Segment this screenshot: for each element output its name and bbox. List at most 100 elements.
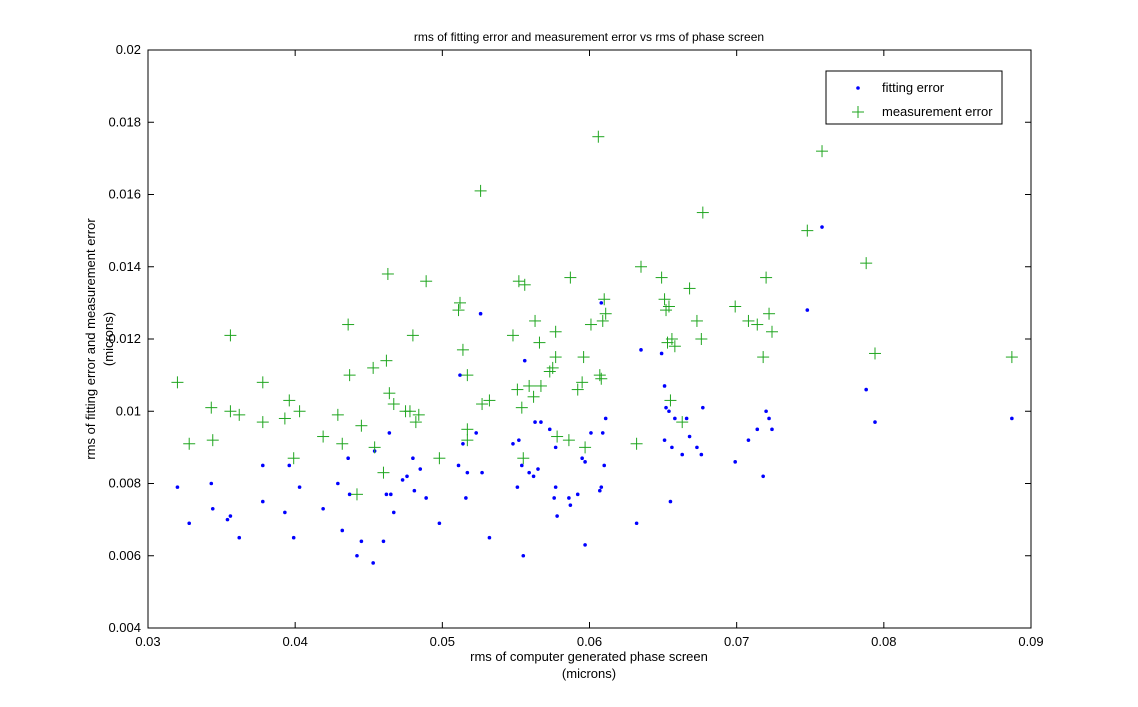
data-point-fitting-error bbox=[260, 499, 265, 504]
data-point-measurement-error bbox=[433, 452, 446, 465]
data-point-fitting-error bbox=[465, 470, 470, 475]
x-tick-label: 0.05 bbox=[430, 634, 455, 649]
data-point-measurement-error bbox=[571, 383, 584, 396]
data-point-fitting-error bbox=[805, 308, 810, 312]
data-point-fitting-error bbox=[237, 535, 242, 540]
data-point-fitting-error bbox=[478, 311, 483, 316]
data-point-fitting-error bbox=[531, 474, 536, 479]
data-point-fitting-error bbox=[527, 470, 531, 475]
data-point-measurement-error bbox=[461, 423, 474, 436]
data-point-measurement-error bbox=[658, 293, 671, 306]
data-point-fitting-error bbox=[684, 416, 689, 421]
data-point-measurement-error bbox=[534, 379, 547, 392]
axis-ticks bbox=[147, 49, 1032, 629]
data-point-fitting-error bbox=[456, 463, 461, 468]
x-tick-label: 0.08 bbox=[871, 634, 896, 649]
data-point-fitting-error bbox=[175, 485, 180, 489]
data-point-fitting-error bbox=[522, 358, 527, 363]
data-point-fitting-error bbox=[520, 463, 524, 468]
data-point-fitting-error bbox=[580, 456, 584, 461]
data-point-measurement-error bbox=[690, 314, 703, 327]
legend-marker-fitting-error bbox=[856, 86, 860, 90]
data-point-measurement-error bbox=[461, 434, 474, 447]
data-point-fitting-error bbox=[599, 301, 604, 305]
y-tick-label: 0.016 bbox=[108, 187, 141, 202]
legend-marker-measurement-error bbox=[852, 106, 864, 118]
data-point-measurement-error bbox=[664, 394, 677, 407]
data-point-measurement-error bbox=[695, 333, 708, 345]
data-point-fitting-error bbox=[547, 427, 552, 432]
data-point-measurement-error bbox=[517, 452, 530, 465]
data-point-fitting-error bbox=[583, 543, 587, 547]
data-point-measurement-error bbox=[403, 405, 416, 418]
series-layer bbox=[171, 130, 1018, 565]
data-point-fitting-error bbox=[634, 521, 639, 526]
data-point-fitting-error bbox=[699, 452, 704, 457]
data-point-fitting-error bbox=[521, 553, 526, 558]
y-tick-label: 0.02 bbox=[116, 42, 141, 57]
data-point-measurement-error bbox=[1005, 351, 1018, 364]
data-point-measurement-error bbox=[506, 329, 519, 342]
data-point-fitting-error bbox=[260, 463, 265, 468]
x-tick-label: 0.09 bbox=[1018, 634, 1043, 649]
data-point-fitting-error bbox=[659, 351, 664, 356]
legend-label-measurement-error: measurement error bbox=[882, 104, 993, 119]
data-point-measurement-error bbox=[529, 314, 542, 327]
data-point-measurement-error bbox=[515, 401, 528, 414]
data-point-fitting-error bbox=[209, 481, 214, 486]
data-point-measurement-error bbox=[533, 336, 546, 349]
y-tick-label: 0.004 bbox=[108, 620, 141, 635]
data-point-fitting-error bbox=[873, 420, 877, 424]
data-point-measurement-error bbox=[283, 394, 296, 407]
y-tick-label: 0.014 bbox=[108, 259, 141, 274]
data-point-fitting-error bbox=[668, 499, 673, 504]
x-tick-label: 0.06 bbox=[577, 634, 602, 649]
data-point-measurement-error bbox=[665, 333, 678, 345]
data-point-measurement-error bbox=[331, 408, 344, 421]
data-point-measurement-error bbox=[860, 257, 873, 270]
legend-box bbox=[825, 70, 1003, 125]
data-point-fitting-error bbox=[755, 427, 760, 432]
data-point-fitting-error bbox=[599, 485, 604, 489]
data-point-fitting-error bbox=[418, 467, 423, 471]
data-point-measurement-error bbox=[662, 300, 675, 313]
y-tick-label: 0.008 bbox=[108, 476, 141, 491]
x-tick-label: 0.04 bbox=[283, 634, 308, 649]
data-point-measurement-error bbox=[599, 307, 612, 320]
data-point-fitting-error bbox=[733, 460, 737, 464]
series-measurement-error bbox=[171, 130, 1018, 501]
y-tick-label: 0.006 bbox=[108, 548, 141, 563]
data-point-measurement-error bbox=[224, 405, 237, 418]
data-point-measurement-error bbox=[635, 260, 648, 273]
data-point-measurement-error bbox=[412, 408, 425, 421]
data-point-fitting-error bbox=[321, 506, 325, 511]
data-point-measurement-error bbox=[456, 343, 469, 356]
y-axis-units: (microns) bbox=[101, 312, 116, 366]
data-point-measurement-error bbox=[350, 488, 363, 501]
data-point-measurement-error bbox=[742, 314, 755, 327]
data-point-measurement-error bbox=[676, 416, 689, 429]
data-point-fitting-error bbox=[346, 456, 350, 461]
data-point-fitting-error bbox=[552, 496, 556, 500]
data-point-fitting-error bbox=[359, 539, 364, 544]
data-point-measurement-error bbox=[233, 408, 246, 421]
y-tick-label: 0.018 bbox=[108, 114, 141, 129]
data-point-measurement-error bbox=[381, 267, 394, 280]
data-point-fitting-error bbox=[340, 528, 345, 533]
data-point-fitting-error bbox=[391, 510, 396, 515]
data-point-fitting-error bbox=[511, 441, 515, 446]
data-point-measurement-error bbox=[564, 271, 577, 284]
data-point-measurement-error bbox=[729, 300, 742, 313]
data-point-fitting-error bbox=[598, 488, 602, 493]
data-point-measurement-error bbox=[452, 304, 465, 317]
x-axis-units: (microns) bbox=[562, 666, 616, 681]
data-point-fitting-error bbox=[347, 492, 352, 497]
data-point-measurement-error bbox=[527, 390, 540, 403]
data-point-measurement-error bbox=[205, 401, 218, 414]
data-point-measurement-error bbox=[342, 318, 355, 331]
data-point-fitting-error bbox=[458, 373, 462, 377]
data-point-fitting-error bbox=[639, 348, 643, 352]
data-point-measurement-error bbox=[523, 379, 536, 392]
data-point-fitting-error bbox=[761, 474, 765, 479]
data-point-fitting-error bbox=[539, 420, 543, 424]
